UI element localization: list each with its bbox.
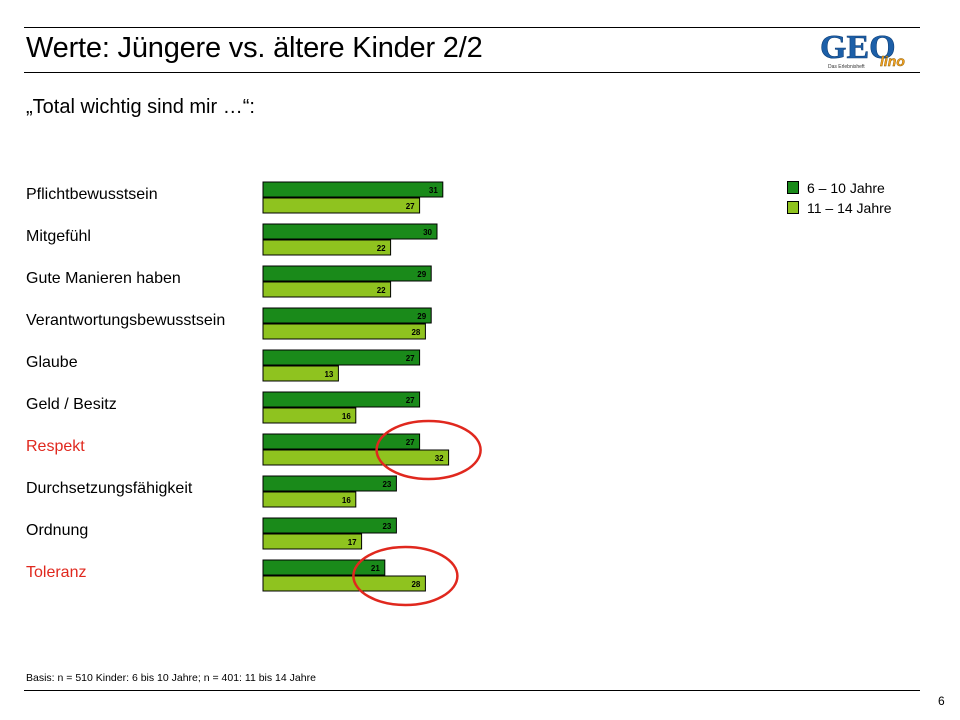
category-label: Gute Manieren haben — [26, 270, 181, 287]
bar-young — [262, 391, 421, 408]
logo-text: GEO — [820, 29, 896, 66]
bar-young — [262, 181, 444, 198]
logo-tagline: Das Erlebnisheft — [828, 64, 865, 70]
data-label-young: 21 — [371, 564, 380, 573]
data-label-young: 29 — [417, 270, 426, 279]
bar-old — [262, 533, 363, 550]
logo-subtext: lino — [880, 53, 905, 69]
data-label-old: 22 — [377, 286, 386, 295]
category-label: Geld / Besitz — [26, 396, 117, 413]
page-number: 6 — [938, 694, 945, 708]
legend-label-old: 11 – 14 Jahre — [807, 200, 892, 216]
data-label-young: 30 — [423, 228, 432, 237]
data-label-old: 16 — [342, 496, 351, 505]
bar-old — [262, 407, 357, 424]
chart-subtitle: „Total wichtig sind mir …“: — [26, 96, 255, 118]
category-label: Respekt — [26, 438, 85, 455]
category-label: Toleranz — [26, 564, 86, 581]
bar-old — [262, 491, 357, 508]
category-label: Mitgefühl — [26, 228, 91, 245]
data-label-young: 23 — [382, 522, 391, 531]
data-label-old: 32 — [435, 454, 444, 463]
title-underline — [24, 72, 920, 73]
data-label-young: 27 — [406, 354, 415, 363]
category-label: Verantwortungsbewusstsein — [26, 312, 225, 329]
legend-label-young: 6 – 10 Jahre — [807, 180, 885, 196]
bar-old — [262, 323, 426, 340]
bar-young — [262, 223, 438, 240]
category-label: Pflichtbewusstsein — [26, 186, 158, 203]
footnote: Basis: n = 510 Kinder: 6 bis 10 Jahre; n… — [26, 672, 316, 684]
legend-swatch-young — [787, 181, 799, 194]
data-label-old: 13 — [324, 370, 333, 379]
data-label-old: 17 — [348, 538, 357, 547]
bar-young — [262, 265, 432, 282]
bar-young — [262, 517, 397, 534]
highlight-ellipse — [375, 419, 482, 481]
data-label-old: 22 — [377, 244, 386, 253]
data-label-young: 31 — [429, 186, 438, 195]
bar-young — [262, 307, 432, 324]
bar-old — [262, 281, 392, 298]
bar-old — [262, 575, 426, 592]
page-title: Werte: Jüngere vs. ältere Kinder 2/2 — [26, 32, 483, 64]
geo-lino-logo: GEO lino Das Erlebnisheft — [820, 29, 906, 70]
bar-old — [262, 449, 450, 466]
bar-old — [262, 239, 392, 256]
data-label-young: 29 — [417, 312, 426, 321]
footer-rule — [24, 690, 920, 691]
bar-old — [262, 197, 421, 214]
category-label: Ordnung — [26, 522, 88, 539]
category-label: Glaube — [26, 354, 78, 371]
data-label-young: 27 — [406, 438, 415, 447]
category-label: Durchsetzungsfähigkeit — [26, 480, 193, 497]
top-rule — [24, 27, 920, 28]
data-label-old: 27 — [406, 202, 415, 211]
bar-young — [262, 349, 421, 366]
legend-swatch-old — [787, 201, 799, 214]
data-label-old: 16 — [342, 412, 351, 421]
bar-young — [262, 433, 421, 450]
data-label-old: 28 — [411, 328, 420, 337]
highlight-ellipse — [352, 545, 459, 607]
data-label-old: 28 — [411, 580, 420, 589]
data-label-young: 23 — [382, 480, 391, 489]
bar-young — [262, 475, 397, 492]
data-label-young: 27 — [406, 396, 415, 405]
bar-young — [262, 559, 386, 576]
bar-old — [262, 365, 339, 382]
